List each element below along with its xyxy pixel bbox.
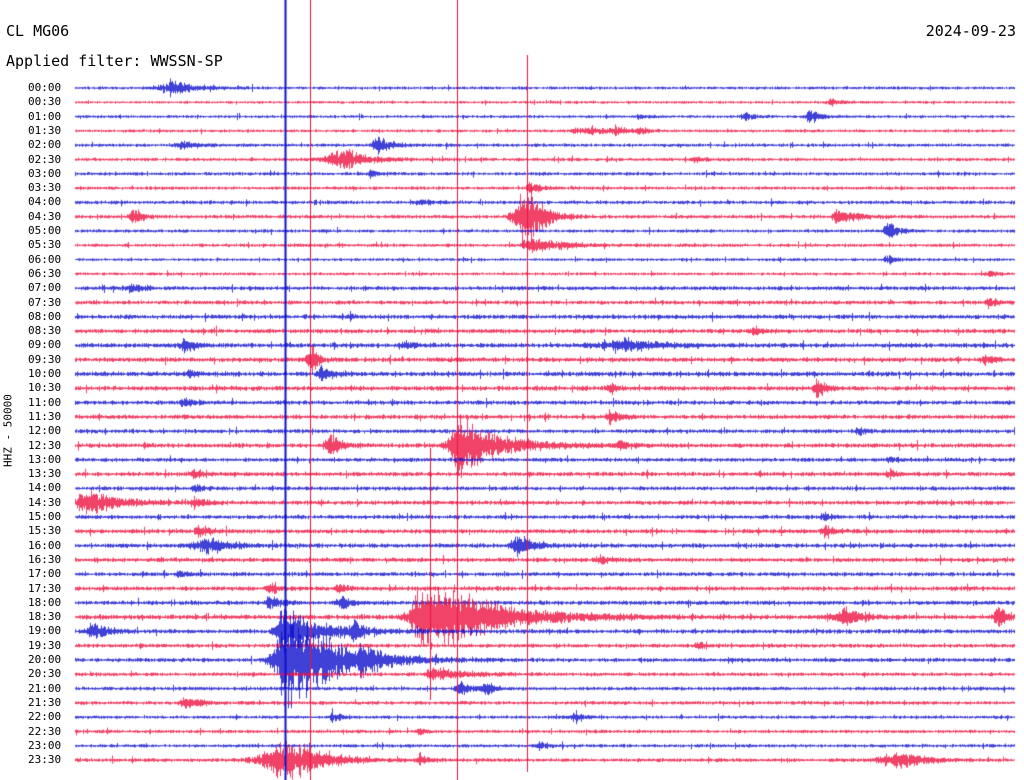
row-label: 09:00 xyxy=(28,338,62,352)
row-label: 22:00 xyxy=(28,710,62,724)
row-label: 03:30 xyxy=(28,181,62,195)
row-label: 08:00 xyxy=(28,309,62,323)
row-label: 04:30 xyxy=(28,209,62,223)
row-label: 20:30 xyxy=(28,667,62,681)
row-label: 11:30 xyxy=(28,409,62,423)
row-label: 13:00 xyxy=(28,452,62,466)
row-label: 09:30 xyxy=(28,352,62,366)
row-label: 18:00 xyxy=(28,595,62,609)
row-label: 18:30 xyxy=(28,610,62,624)
row-label: 21:30 xyxy=(28,695,62,709)
row-label: 10:00 xyxy=(28,367,62,380)
row-label: 20:00 xyxy=(28,653,62,666)
row-label: 05:00 xyxy=(28,224,62,237)
row-label: 02:30 xyxy=(28,152,62,166)
row-label: 00:00 xyxy=(28,81,62,94)
row-label: 07:30 xyxy=(28,295,62,309)
row-label: 21:00 xyxy=(28,681,62,695)
row-label: 10:30 xyxy=(28,381,62,395)
station-label: CL MG06 xyxy=(6,22,70,40)
row-label: 23:00 xyxy=(28,738,62,752)
row-label: 16:30 xyxy=(28,552,62,566)
row-label: 14:30 xyxy=(28,495,62,509)
row-label: 17:30 xyxy=(28,581,62,595)
row-label: 06:30 xyxy=(28,266,62,280)
row-label: 05:30 xyxy=(28,238,62,252)
row-label: 12:00 xyxy=(28,424,62,438)
row-label: 19:00 xyxy=(28,624,62,638)
date-label: 2024-09-23 xyxy=(925,22,1016,40)
row-label: 19:30 xyxy=(28,638,62,652)
row-label: 11:00 xyxy=(28,395,62,409)
row-label: 15:30 xyxy=(28,524,62,538)
row-label: 03:00 xyxy=(28,166,62,180)
row-label: 07:00 xyxy=(28,281,62,295)
row-label: 00:30 xyxy=(28,95,62,109)
row-label: 01:00 xyxy=(28,109,62,123)
row-label: 08:30 xyxy=(28,324,62,338)
row-label: 01:30 xyxy=(28,123,62,137)
y-axis-label: HHZ - 50000 xyxy=(1,394,15,467)
row-label: 02:00 xyxy=(28,138,62,152)
row-label: 15:00 xyxy=(28,510,62,523)
row-label: 14:00 xyxy=(28,481,62,495)
row-label: 12:30 xyxy=(28,438,62,452)
row-label: 22:30 xyxy=(28,724,62,738)
row-label: 06:00 xyxy=(28,252,62,266)
row-label: 17:00 xyxy=(28,567,62,581)
row-label: 13:30 xyxy=(28,467,62,481)
row-label: 23:30 xyxy=(28,753,62,767)
filter-label: Applied filter: WWSSN-SP xyxy=(6,52,223,70)
row-label: 04:00 xyxy=(28,195,62,209)
row-label: 16:00 xyxy=(28,538,62,552)
